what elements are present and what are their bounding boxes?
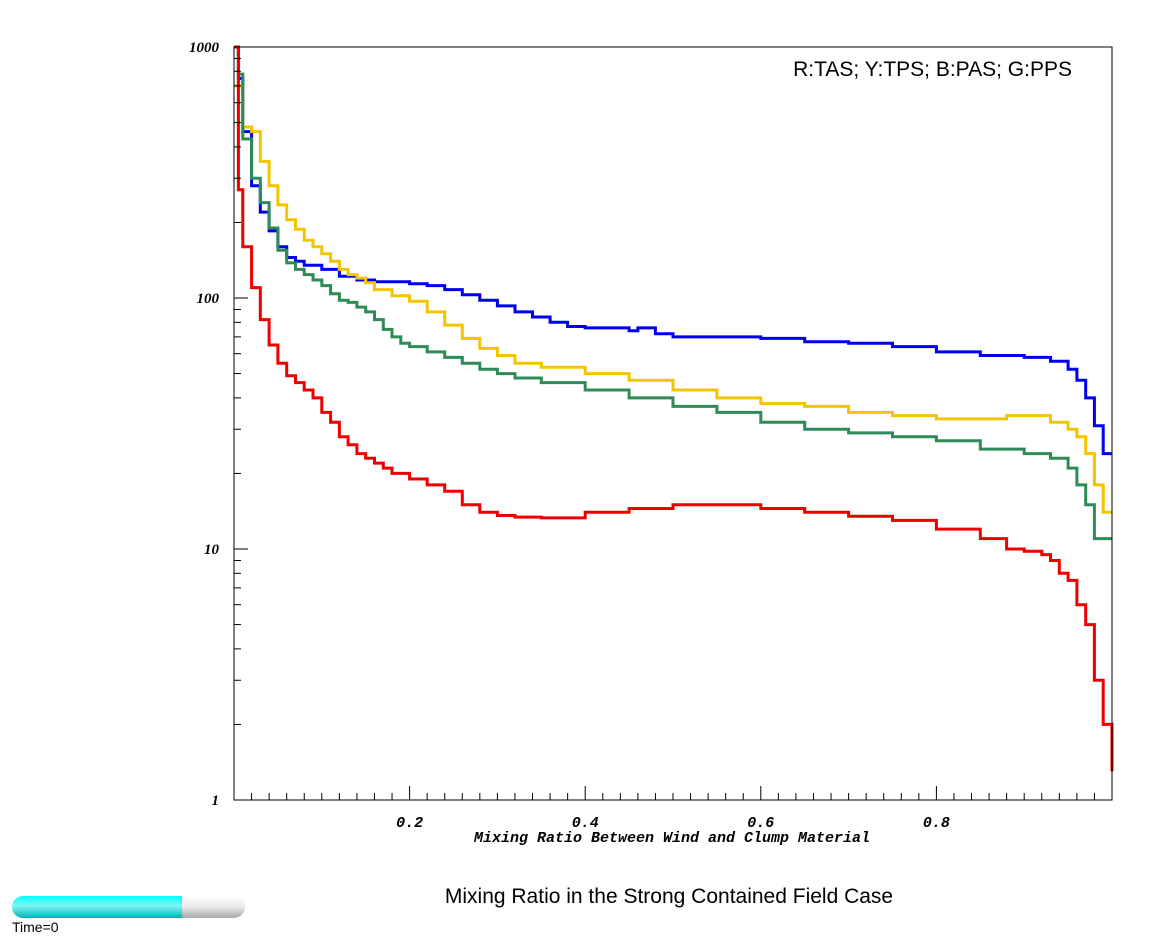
x-tick-label: 0.4 xyxy=(572,815,599,832)
plot-series-group xyxy=(234,45,1114,772)
y-tick-label: 1 xyxy=(212,793,220,809)
series-line-3 xyxy=(234,45,1112,541)
time-slider[interactable] xyxy=(12,896,245,918)
slider-fill xyxy=(12,896,183,918)
y-tick-label: 10 xyxy=(204,542,220,558)
plot-frame xyxy=(233,46,1113,801)
chart-title: Mixing Ratio in the Strong Contained Fie… xyxy=(445,885,893,908)
x-tick-label: 0.2 xyxy=(396,815,423,832)
y-tick-label: 100 xyxy=(197,291,220,307)
x-tick-label: 0.8 xyxy=(923,815,950,832)
x-tick-label: 0.6 xyxy=(747,815,774,832)
legend-text: R:TAS; Y:TPS; B:PAS; G:PPS xyxy=(793,58,1072,81)
axis-ticks: 1 10 100 1000 0.2 0.4 0.6 0.8 xyxy=(189,40,1095,832)
x-axis-label: Mixing Ratio Between Wind and Clump Mate… xyxy=(473,830,870,847)
series-line-4 xyxy=(234,45,1114,772)
series-line-2 xyxy=(234,84,1112,514)
time-label: Time=0 xyxy=(12,919,59,935)
series-line-1 xyxy=(234,45,1112,456)
y-tick-label: 1000 xyxy=(189,40,220,56)
